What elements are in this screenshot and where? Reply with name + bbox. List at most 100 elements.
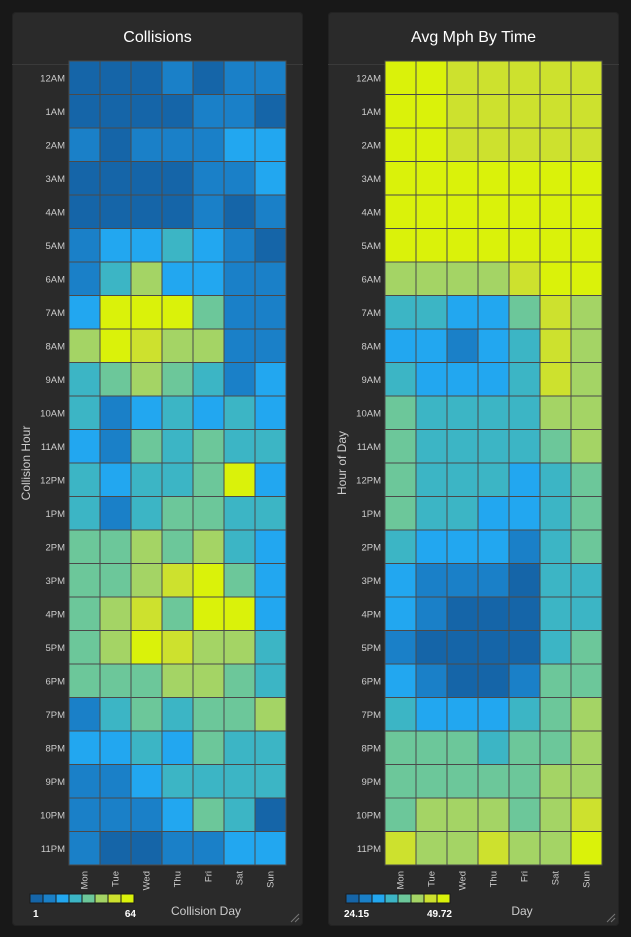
heatmap-cell bbox=[446, 395, 479, 430]
legend-max-label: 64 bbox=[125, 909, 137, 920]
heatmap-cell bbox=[99, 429, 132, 464]
heatmap-cell bbox=[161, 60, 194, 95]
heatmap-cell bbox=[130, 362, 163, 397]
heatmap-cell bbox=[477, 429, 510, 464]
resize-handle-icon[interactable] bbox=[290, 913, 300, 923]
heatmap-cell bbox=[508, 697, 541, 732]
y-tick-label: 2AM bbox=[45, 140, 65, 151]
heatmap-cell bbox=[68, 764, 101, 799]
heatmap-cell bbox=[130, 797, 163, 832]
heatmap-cell bbox=[68, 60, 101, 95]
heatmap-cell bbox=[446, 730, 479, 765]
heatmap-cell bbox=[99, 194, 132, 229]
heatmap-cell bbox=[415, 228, 448, 263]
heatmap-cell bbox=[539, 529, 572, 564]
x-tick-label: Sun bbox=[582, 871, 593, 888]
avg-mph-heatmap: 12AM 1AM 2AM 3AM 4AM 5AM 6AM 7AM 8AM 9AM 10AM 11AM 1… bbox=[335, 60, 603, 920]
heatmap-cell bbox=[446, 496, 479, 531]
heatmap-cell bbox=[446, 797, 479, 832]
x-axis-title: Day bbox=[511, 904, 532, 918]
heatmap-cell bbox=[223, 630, 256, 665]
heatmap-cell bbox=[254, 563, 287, 598]
heatmap-cell bbox=[99, 127, 132, 162]
heatmap-cell bbox=[415, 563, 448, 598]
heatmap-cell bbox=[539, 429, 572, 464]
heatmap-cell bbox=[130, 429, 163, 464]
heatmap-cell bbox=[446, 194, 479, 229]
y-tick-label: 10AM bbox=[40, 408, 65, 419]
y-tick-label: 10PM bbox=[356, 810, 381, 821]
heatmap-cell bbox=[130, 60, 163, 95]
x-tick-label: Thu bbox=[489, 871, 500, 887]
heatmap-cell bbox=[384, 663, 417, 698]
heatmap-cell bbox=[570, 127, 603, 162]
heatmap-cell bbox=[477, 462, 510, 497]
heatmap-cell bbox=[570, 161, 603, 196]
heatmap-cell bbox=[508, 261, 541, 296]
resize-handle-icon[interactable] bbox=[606, 913, 616, 923]
heatmap-cell bbox=[570, 362, 603, 397]
heatmap-cell bbox=[223, 261, 256, 296]
heatmap-cell bbox=[446, 764, 479, 799]
heatmap-cell bbox=[130, 730, 163, 765]
legend-swatch bbox=[384, 893, 399, 904]
y-tick-label: 12PM bbox=[40, 475, 65, 486]
heatmap-cell bbox=[508, 529, 541, 564]
heatmap-cell bbox=[192, 663, 225, 698]
heatmap-cell bbox=[570, 429, 603, 464]
y-tick-label: 4PM bbox=[361, 609, 381, 620]
heatmap-cell bbox=[477, 127, 510, 162]
heatmap-cell bbox=[570, 328, 603, 363]
heatmap-cell bbox=[508, 797, 541, 832]
heatmap-cell bbox=[539, 362, 572, 397]
heatmap-cell bbox=[192, 697, 225, 732]
heatmap-cell bbox=[192, 797, 225, 832]
heatmap-cell bbox=[192, 563, 225, 598]
heatmap-cell bbox=[130, 596, 163, 631]
heatmap-cell bbox=[254, 462, 287, 497]
heatmap-cell bbox=[477, 395, 510, 430]
y-tick-label: 7PM bbox=[45, 710, 65, 721]
heatmap-cell bbox=[130, 764, 163, 799]
heatmap-cell bbox=[68, 261, 101, 296]
heatmap-cell bbox=[446, 94, 479, 129]
y-tick-label: 1PM bbox=[45, 509, 65, 520]
heatmap-cell bbox=[446, 630, 479, 665]
heatmap-cell bbox=[415, 496, 448, 531]
y-tick-label: 9PM bbox=[361, 777, 381, 788]
heatmap-cell bbox=[570, 462, 603, 497]
heatmap-cell bbox=[477, 596, 510, 631]
heatmap-cell bbox=[223, 730, 256, 765]
heatmap-cell bbox=[254, 295, 287, 330]
heatmap-cell bbox=[384, 831, 417, 866]
heatmap-cell bbox=[539, 730, 572, 765]
heatmap-cell bbox=[446, 563, 479, 598]
y-tick-label: 3AM bbox=[45, 174, 65, 185]
heatmap-cell bbox=[130, 295, 163, 330]
heatmap-cell bbox=[508, 596, 541, 631]
heatmap-cell bbox=[570, 529, 603, 564]
heatmap-cell bbox=[161, 261, 194, 296]
collisions-heatmap: 12AM 1AM 2AM 3AM 4AM 5AM 6AM 7AM 8AM 9AM 10AM 11AM 1… bbox=[19, 60, 287, 920]
x-tick-label: Sat bbox=[551, 871, 562, 886]
heatmap-cell bbox=[223, 127, 256, 162]
heatmap-cell bbox=[192, 362, 225, 397]
y-tick-label: 1AM bbox=[45, 107, 65, 118]
y-tick-label: 3PM bbox=[361, 576, 381, 587]
heatmap-cell bbox=[99, 328, 132, 363]
y-tick-label: 5PM bbox=[45, 643, 65, 654]
heatmap-cell bbox=[192, 529, 225, 564]
heatmap-cell bbox=[446, 362, 479, 397]
heatmap-cell bbox=[415, 395, 448, 430]
heatmap-cell bbox=[254, 630, 287, 665]
heatmap-cell bbox=[539, 663, 572, 698]
y-tick-label: 8PM bbox=[361, 743, 381, 754]
y-tick-label: 11PM bbox=[357, 844, 381, 855]
heatmap-cell bbox=[477, 831, 510, 866]
heatmap-cell bbox=[415, 194, 448, 229]
heatmap-cell bbox=[446, 663, 479, 698]
heatmap-cell bbox=[384, 362, 417, 397]
heatmap-cell bbox=[68, 529, 101, 564]
heatmap-cell bbox=[68, 730, 101, 765]
heatmap-cell bbox=[508, 127, 541, 162]
